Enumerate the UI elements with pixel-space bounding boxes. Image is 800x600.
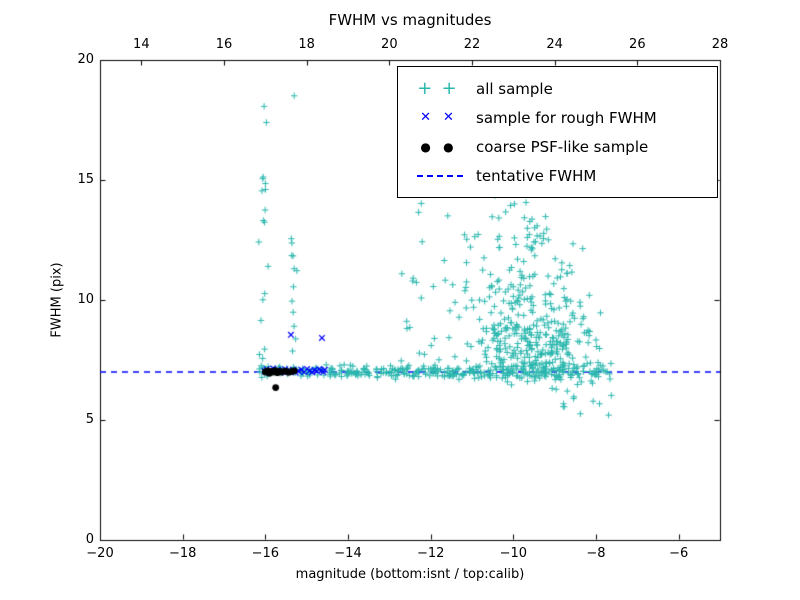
x-marker-icon: ✕ ✕ xyxy=(420,110,454,125)
legend-item-psf-sample: ● ● coarse PSF-like sample xyxy=(398,132,717,161)
x-tick-label: −20 xyxy=(86,546,114,561)
y-tick-label: 10 xyxy=(77,292,94,307)
dot-marker-icon: ● ● xyxy=(420,139,454,154)
legend-label: coarse PSF-like sample xyxy=(476,137,649,156)
plus-marker-icon: + + xyxy=(417,77,457,99)
x-tick-label: −16 xyxy=(251,546,280,561)
top-tick-label: 20 xyxy=(381,37,398,52)
top-tick-label: 28 xyxy=(711,37,729,52)
legend-item-tentative-fwhm: tentative FWHM xyxy=(398,161,717,190)
legend-item-all-sample: + + all sample xyxy=(398,74,717,103)
legend: + + all sample ✕ ✕ sample for rough FWHM ●… xyxy=(397,66,718,198)
y-tick-label: 20 xyxy=(77,52,94,67)
x-tick-label: −18 xyxy=(168,546,197,561)
top-tick-label: 24 xyxy=(546,37,563,52)
x-tick-label: −10 xyxy=(499,546,528,561)
top-tick-label: 16 xyxy=(215,37,233,52)
x-tick-label: −8 xyxy=(586,546,606,561)
legend-label: tentative FWHM xyxy=(476,166,597,185)
x-tick-label: −6 xyxy=(669,546,689,561)
top-tick-label: 14 xyxy=(133,37,150,52)
y-tick-label: 0 xyxy=(85,532,94,547)
x-axis-label: magnitude (bottom:isnt / top:calib) xyxy=(295,567,525,582)
y-tick-label: 15 xyxy=(77,172,94,187)
legend-item-rough-fwhm: ✕ ✕ sample for rough FWHM xyxy=(398,103,717,132)
x-tick-label: −14 xyxy=(334,546,362,561)
top-tick-label: 18 xyxy=(298,37,315,52)
legend-label: sample for rough FWHM xyxy=(476,108,657,127)
legend-label: all sample xyxy=(476,79,553,98)
top-tick-label: 26 xyxy=(629,37,646,52)
top-tick-label: 22 xyxy=(463,37,481,52)
y-tick-label: 5 xyxy=(85,412,94,427)
dashed-line-icon xyxy=(408,174,466,177)
chart-title: FWHM vs magnitudes xyxy=(328,11,492,29)
x-tick-label: −12 xyxy=(416,546,445,561)
